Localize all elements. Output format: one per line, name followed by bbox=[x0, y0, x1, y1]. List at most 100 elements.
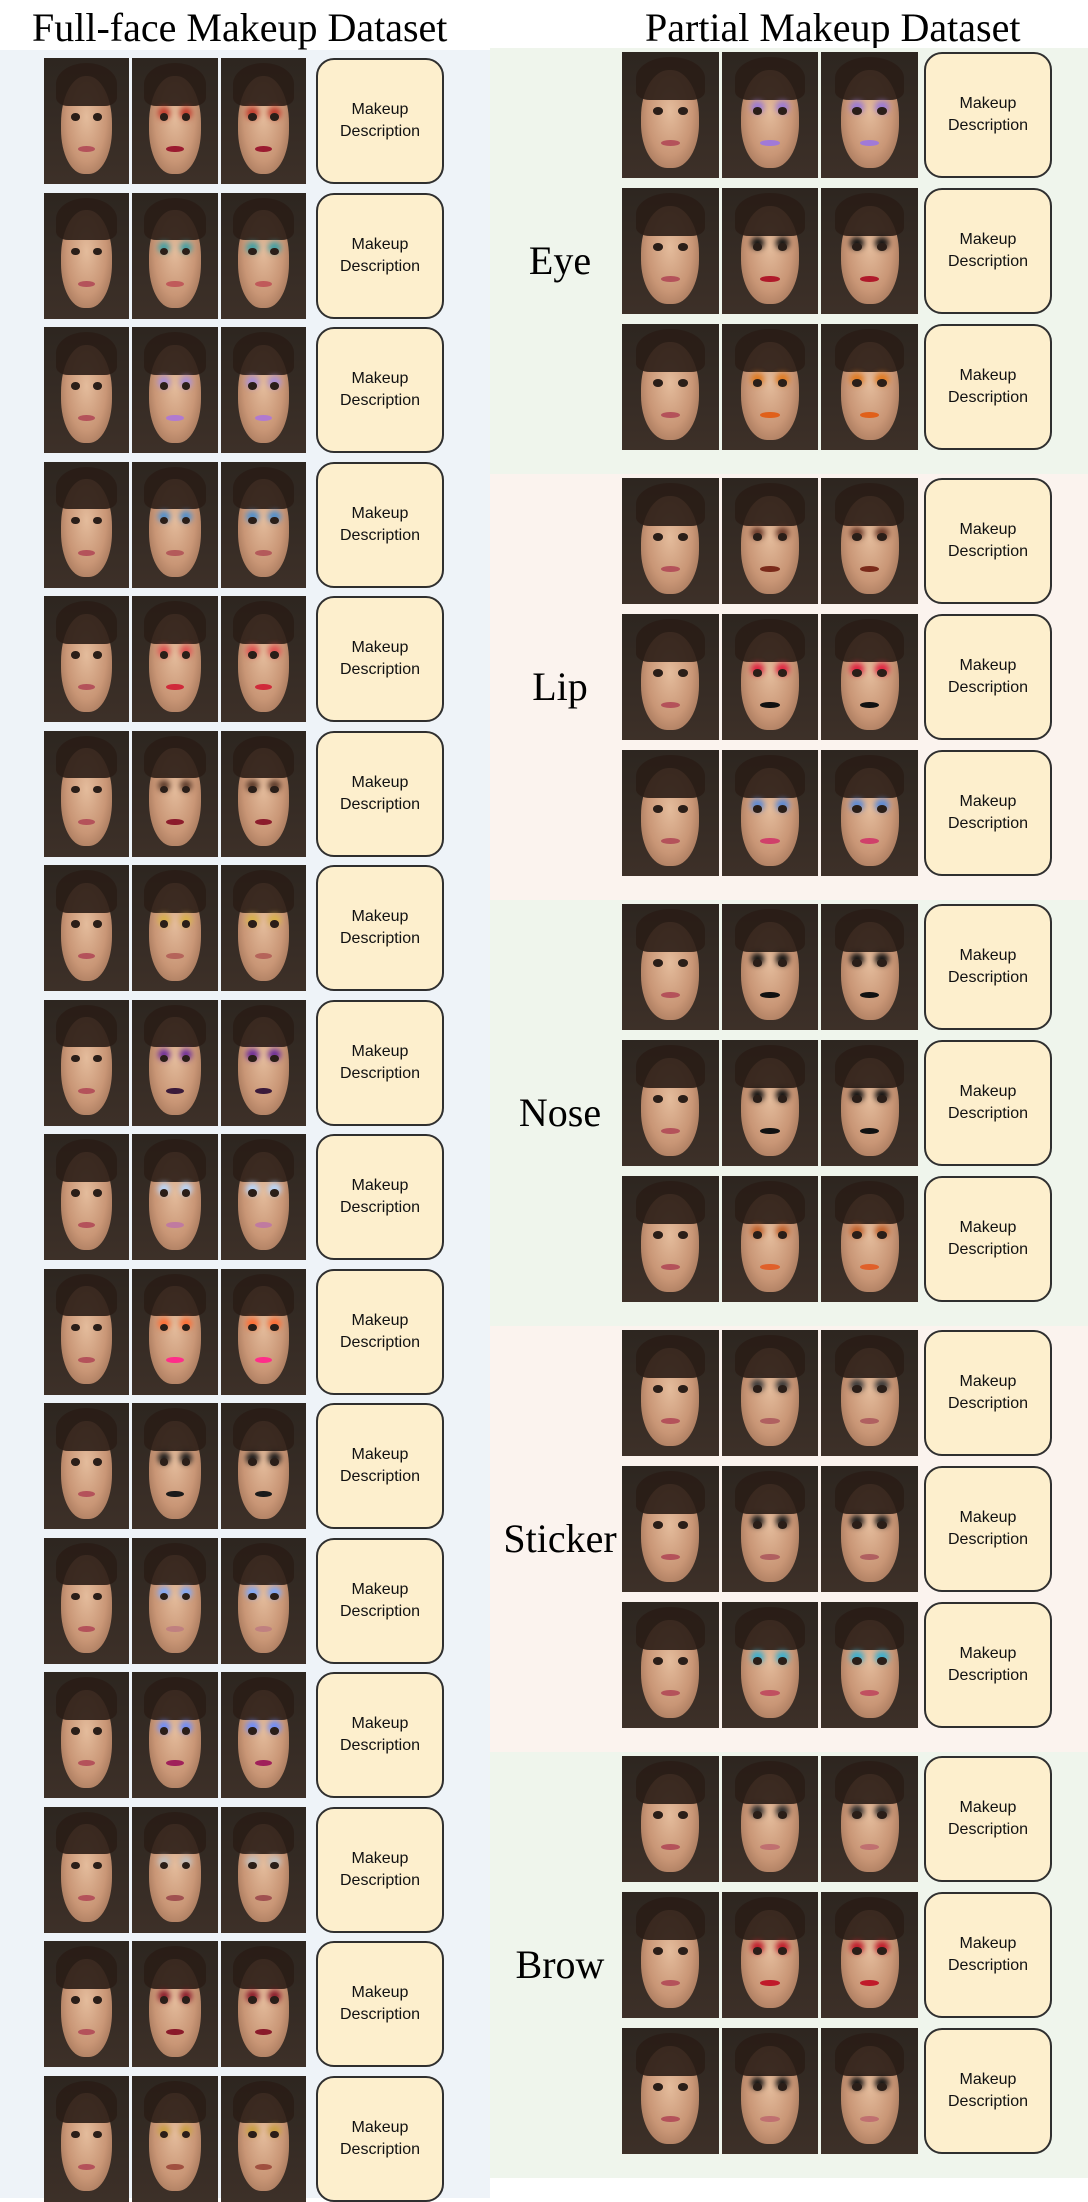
source-face-image bbox=[44, 1403, 130, 1529]
image-triplet bbox=[622, 478, 918, 604]
makeup-description-box: Makeup Description bbox=[924, 1040, 1052, 1166]
partial-row: Makeup Description bbox=[622, 52, 1052, 178]
source-face-image bbox=[44, 730, 130, 857]
result-face-image bbox=[220, 1672, 306, 1798]
makeup-description-box: Makeup Description bbox=[316, 1672, 444, 1798]
section-label: Lip bbox=[532, 664, 588, 709]
full-face-row: Makeup Description bbox=[44, 1672, 444, 1798]
makeup-description-box: Makeup Description bbox=[316, 596, 444, 722]
partial-row: Makeup Description bbox=[622, 904, 1052, 1030]
image-triplet bbox=[44, 999, 306, 1126]
image-triplet bbox=[622, 1040, 918, 1166]
source-face-image bbox=[44, 2075, 130, 2202]
makeup-description-box: Makeup Description bbox=[924, 1330, 1052, 1456]
partial-row: Makeup Description bbox=[622, 1466, 1052, 1592]
source-face-image bbox=[44, 1672, 130, 1798]
full-face-title: Full-face Makeup Dataset bbox=[32, 5, 448, 50]
image-triplet bbox=[622, 188, 918, 314]
makeup-description-box: Makeup Description bbox=[924, 188, 1052, 314]
makeup-description-box: Makeup Description bbox=[316, 58, 444, 184]
partial-row: Makeup Description bbox=[622, 1176, 1052, 1302]
makeup-description-box: Makeup Description bbox=[316, 865, 444, 991]
partial-row: Makeup Description bbox=[622, 614, 1052, 740]
makeup-description-box: Makeup Description bbox=[316, 1403, 444, 1529]
source-face-image bbox=[44, 327, 130, 453]
source-face-image bbox=[622, 188, 719, 314]
result-face-image bbox=[821, 1040, 918, 1166]
source-face-image bbox=[622, 1040, 719, 1166]
full-face-row: Makeup Description bbox=[44, 1403, 444, 1529]
reference-face-image bbox=[721, 1176, 819, 1302]
makeup-description-box: Makeup Description bbox=[316, 730, 444, 857]
full-face-row: Makeup Description bbox=[44, 1268, 444, 1395]
result-face-image bbox=[821, 2028, 918, 2154]
result-face-image bbox=[220, 58, 306, 184]
section-label: Sticker bbox=[503, 1516, 617, 1561]
result-face-image bbox=[821, 1176, 918, 1302]
reference-face-image bbox=[721, 1466, 819, 1592]
image-triplet bbox=[44, 1403, 306, 1529]
image-triplet bbox=[622, 750, 918, 876]
result-face-image bbox=[821, 750, 918, 876]
reference-face-image bbox=[721, 1330, 819, 1456]
reference-face-image bbox=[132, 192, 218, 319]
makeup-description-box: Makeup Description bbox=[924, 1892, 1052, 2018]
reference-face-image bbox=[132, 1537, 218, 1664]
makeup-description-box: Makeup Description bbox=[316, 999, 444, 1126]
result-face-image bbox=[220, 327, 306, 453]
image-triplet bbox=[622, 324, 918, 450]
source-face-image bbox=[44, 58, 130, 184]
result-face-image bbox=[220, 865, 306, 991]
reference-face-image bbox=[132, 1268, 218, 1395]
full-face-row: Makeup Description bbox=[44, 730, 444, 857]
full-face-row: Makeup Description bbox=[44, 865, 444, 991]
result-face-image bbox=[220, 461, 306, 588]
full-face-row: Makeup Description bbox=[44, 461, 444, 588]
reference-face-image bbox=[721, 324, 819, 450]
reference-face-image bbox=[721, 1040, 819, 1166]
full-face-row: Makeup Description bbox=[44, 192, 444, 319]
image-triplet bbox=[622, 904, 918, 1030]
image-triplet bbox=[622, 1892, 918, 2018]
makeup-description-box: Makeup Description bbox=[316, 192, 444, 319]
result-face-image bbox=[220, 1537, 306, 1664]
result-face-image bbox=[821, 324, 918, 450]
full-face-row: Makeup Description bbox=[44, 1134, 444, 1260]
reference-face-image bbox=[132, 730, 218, 857]
image-triplet bbox=[44, 1268, 306, 1395]
result-face-image bbox=[220, 192, 306, 319]
reference-face-image bbox=[721, 1892, 819, 2018]
partial-row: Makeup Description bbox=[622, 1330, 1052, 1456]
reference-face-image bbox=[721, 904, 819, 1030]
makeup-description-box: Makeup Description bbox=[924, 750, 1052, 876]
partial-row: Makeup Description bbox=[622, 750, 1052, 876]
image-triplet bbox=[622, 1330, 918, 1456]
reference-face-image bbox=[721, 1756, 819, 1882]
makeup-description-box: Makeup Description bbox=[316, 1268, 444, 1395]
source-face-image bbox=[622, 1892, 719, 2018]
reference-face-image bbox=[132, 58, 218, 184]
result-face-image bbox=[821, 1330, 918, 1456]
image-triplet bbox=[622, 52, 918, 178]
makeup-description-box: Makeup Description bbox=[316, 1806, 444, 1933]
reference-face-image bbox=[132, 1941, 218, 2067]
image-triplet bbox=[44, 192, 306, 319]
reference-face-image bbox=[132, 461, 218, 588]
result-face-image bbox=[220, 1941, 306, 2067]
source-face-image bbox=[44, 1537, 130, 1664]
reference-face-image bbox=[132, 596, 218, 722]
result-face-image bbox=[220, 1134, 306, 1260]
source-face-image bbox=[622, 904, 719, 1030]
makeup-description-box: Makeup Description bbox=[316, 1537, 444, 1664]
reference-face-image bbox=[721, 614, 819, 740]
image-triplet bbox=[44, 730, 306, 857]
partial-row: Makeup Description bbox=[622, 1040, 1052, 1166]
full-face-row: Makeup Description bbox=[44, 596, 444, 722]
source-face-image bbox=[622, 750, 719, 876]
reference-face-image bbox=[132, 1672, 218, 1798]
image-triplet bbox=[622, 2028, 918, 2154]
makeup-description-box: Makeup Description bbox=[316, 327, 444, 453]
image-triplet bbox=[44, 865, 306, 991]
makeup-description-box: Makeup Description bbox=[924, 1466, 1052, 1592]
reference-face-image bbox=[132, 1134, 218, 1260]
